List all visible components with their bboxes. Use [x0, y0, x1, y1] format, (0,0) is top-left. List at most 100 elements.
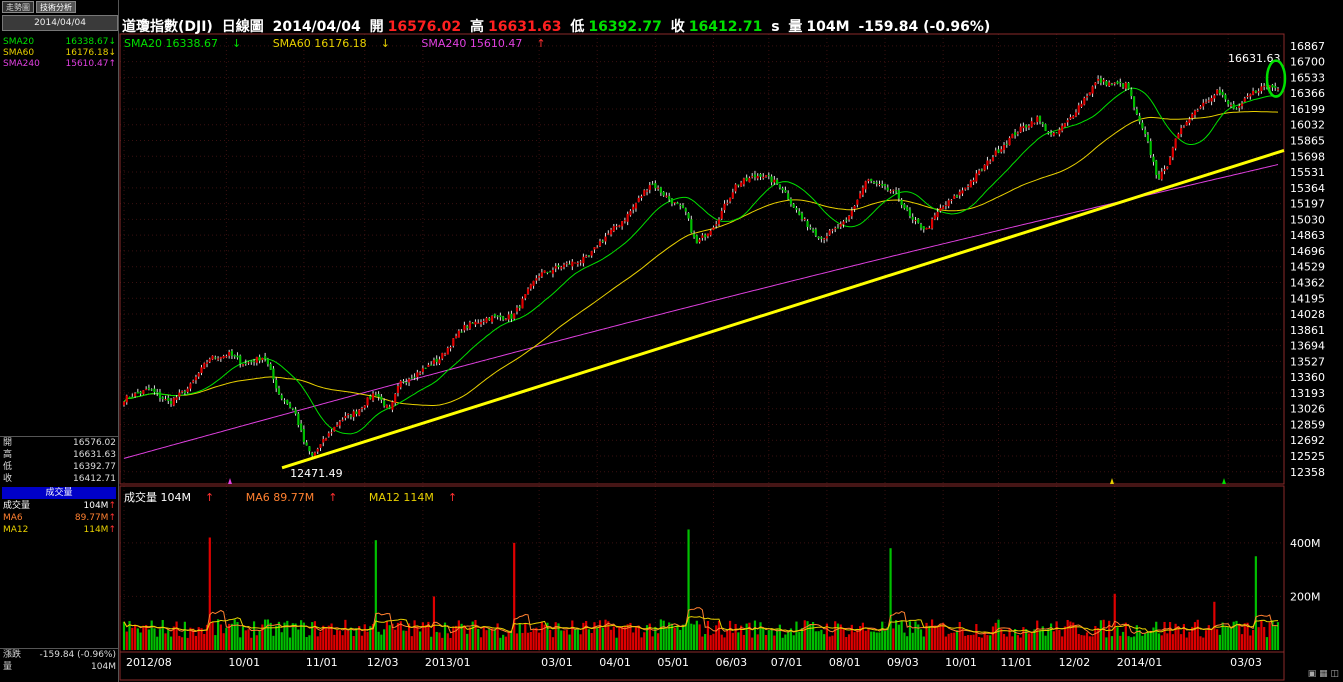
candle-body: [1072, 115, 1075, 119]
candle-body: [825, 236, 829, 239]
volume-bar: [1254, 556, 1257, 650]
candle-body: [560, 267, 563, 269]
volume-bar: [153, 628, 156, 650]
status-icons[interactable]: ▣ ▦ ◫: [1307, 669, 1339, 679]
volume-bar: [554, 622, 557, 650]
volume-bar: [380, 634, 383, 650]
candle-body: [551, 270, 555, 274]
volume-bar: [518, 623, 521, 650]
volume-bar: [239, 637, 242, 650]
volume-bar: [986, 635, 989, 650]
volume-bar: [778, 624, 781, 650]
candle-body: [1174, 138, 1177, 149]
candle-body: [1058, 129, 1061, 135]
volume-bar: [770, 628, 773, 650]
candle-body: [872, 181, 876, 183]
volume-tick-label: 400M: [1290, 537, 1321, 550]
candle-body: [955, 195, 959, 197]
volume-bar: [917, 624, 920, 650]
volume-bar: [147, 629, 151, 650]
volume-bar: [850, 624, 853, 650]
candle-body: [1113, 82, 1116, 84]
candle-body: [374, 394, 377, 396]
volume-bar: [950, 632, 953, 650]
volume-bar: [524, 623, 527, 650]
candle-body: [1121, 83, 1125, 88]
volume-bar: [374, 540, 377, 650]
volume-bar: [853, 632, 856, 650]
candle-body: [443, 353, 447, 355]
candle-body: [565, 263, 568, 265]
candle-body: [142, 390, 145, 394]
volume-bar: [676, 625, 679, 650]
volume-bar: [269, 622, 272, 650]
candle-body: [867, 179, 870, 182]
volume-bar: [349, 627, 353, 650]
candle-body: [698, 239, 701, 243]
volume-bar: [1138, 630, 1141, 650]
candle-body: [1166, 166, 1169, 169]
candle-body: [900, 199, 903, 205]
volume-bar: [897, 624, 900, 650]
candle-body: [1207, 100, 1210, 102]
candle-body: [410, 378, 413, 380]
tab-trend[interactable]: 走勢圖: [2, 1, 34, 13]
candle-body: [452, 338, 455, 346]
volume-bar: [161, 620, 164, 650]
volume-bar: [704, 634, 707, 650]
price-tick-label: 16366: [1290, 87, 1325, 100]
volume-bar: [228, 623, 231, 650]
price-tick-label: 14362: [1290, 276, 1325, 289]
volume-bar: [388, 625, 391, 650]
candle-body: [1085, 96, 1089, 98]
candle-body: [823, 238, 826, 240]
volume-bar: [1036, 620, 1039, 650]
volume-bar: [751, 637, 754, 650]
volume-bar: [344, 619, 347, 650]
candle-body: [1108, 82, 1111, 86]
candle-body: [1257, 91, 1260, 93]
candle-body: [471, 322, 474, 324]
candle-body: [241, 364, 245, 366]
volume-bar: [903, 632, 906, 650]
candle-body: [1116, 81, 1119, 84]
change-value: -159.84 (-0.96%): [858, 19, 991, 35]
volume-bar: [319, 631, 322, 650]
candle-body: [1049, 132, 1053, 135]
candle-body: [897, 190, 900, 199]
volume-bar: [225, 627, 228, 650]
volume-bar: [997, 619, 1000, 650]
candle-body: [150, 389, 153, 391]
volume-bar: [919, 629, 923, 650]
volume-bar: [194, 635, 198, 650]
candle-body: [828, 230, 831, 235]
volume-bar: [410, 636, 413, 650]
volume-bar: [692, 624, 696, 650]
candle-body: [1013, 132, 1017, 136]
panel-low: 低 16392.77: [3, 462, 116, 472]
candle-body: [288, 403, 292, 408]
volume-bar: [214, 635, 217, 650]
volume-bar: [203, 633, 206, 650]
volume-bar: [302, 622, 305, 650]
candle-body: [1268, 85, 1271, 88]
volume-bar: [1160, 635, 1163, 650]
volume-bar: [811, 621, 815, 650]
tab-technical[interactable]: 技術分析: [36, 1, 76, 13]
candle-body: [211, 355, 214, 360]
volume-bar: [737, 632, 740, 650]
candle-body: [369, 396, 372, 399]
candle-body: [576, 262, 579, 265]
suffix-label: s: [771, 19, 780, 35]
price-tick-label: 14195: [1290, 292, 1325, 305]
candle-body: [1185, 121, 1188, 126]
volume-bar: [679, 629, 682, 650]
volume-bar: [1027, 633, 1031, 650]
volume-bar: [1091, 636, 1094, 650]
candle-body: [895, 190, 898, 192]
candle-body: [1224, 94, 1227, 100]
volume-bar: [394, 629, 397, 650]
candle-body: [535, 278, 538, 281]
candle-body: [875, 182, 878, 184]
